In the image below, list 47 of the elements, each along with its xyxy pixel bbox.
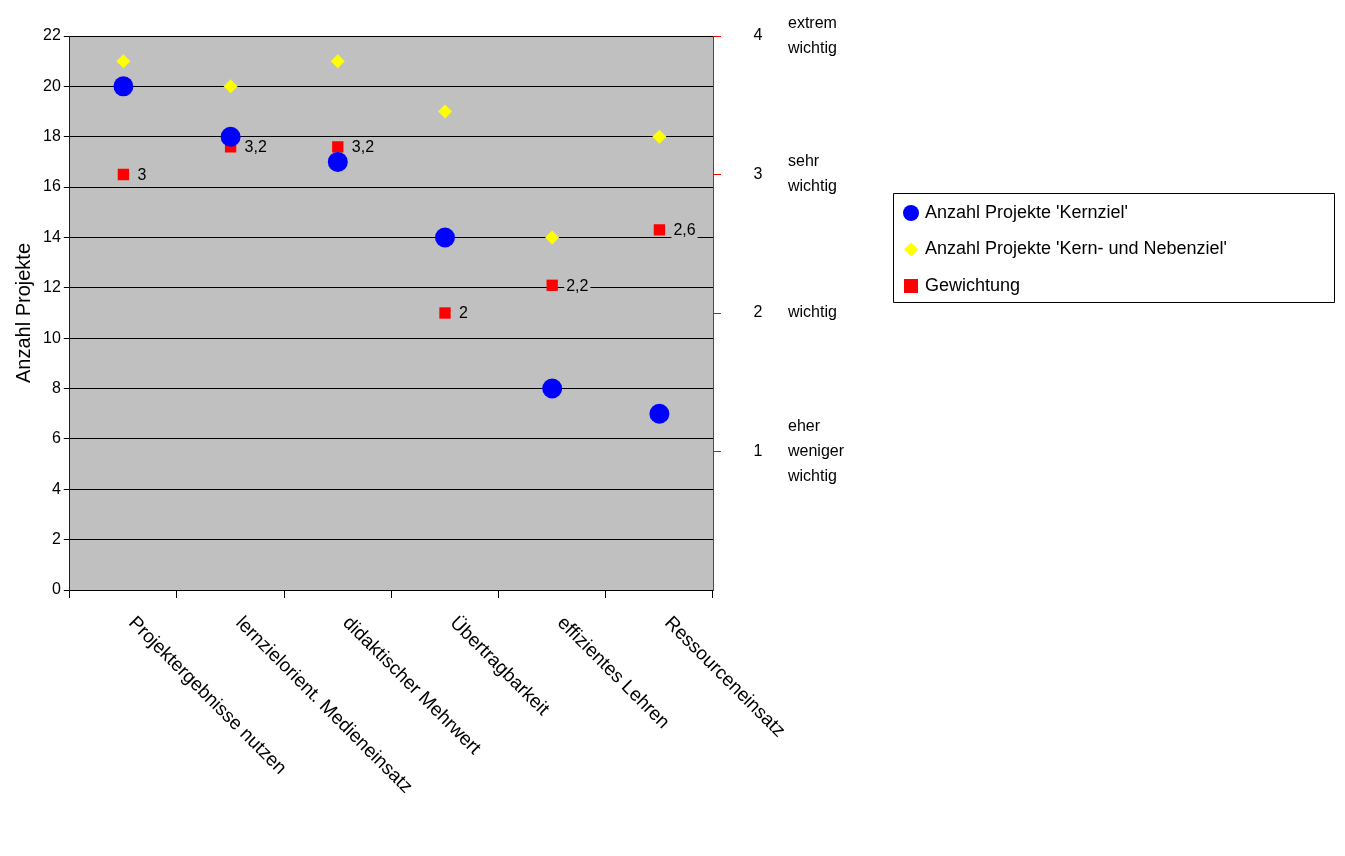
y-tick-label: 12 bbox=[43, 278, 61, 296]
point bbox=[220, 126, 241, 147]
y-tick-label: 0 bbox=[51, 580, 61, 598]
y-tick-label: 2 bbox=[51, 530, 61, 548]
y-tick-label: 18 bbox=[43, 127, 61, 145]
text: sehr wichtig bbox=[787, 152, 837, 195]
y-tick-label: 10 bbox=[43, 328, 61, 346]
point bbox=[545, 230, 560, 245]
y-tick-label: 22 bbox=[43, 26, 61, 44]
point bbox=[117, 168, 130, 181]
point bbox=[332, 141, 344, 153]
point bbox=[438, 104, 452, 119]
data-label: 3,2 bbox=[351, 138, 375, 156]
point bbox=[439, 307, 451, 319]
point bbox=[542, 378, 563, 399]
point bbox=[652, 129, 667, 144]
legend-label: Anzahl Projekte 'Kern- und Nebenziel' bbox=[925, 238, 1228, 259]
y-tick-label: 20 bbox=[43, 76, 61, 94]
point bbox=[223, 79, 238, 94]
data-label: 3 bbox=[137, 165, 147, 183]
data-label: 2 bbox=[459, 304, 468, 322]
point bbox=[649, 403, 670, 424]
data-label: 2,2 bbox=[566, 276, 589, 294]
point bbox=[546, 279, 558, 291]
point bbox=[116, 54, 131, 69]
y2-tick-label: 2 bbox=[753, 303, 763, 321]
y2-tick-label: 3 bbox=[753, 164, 763, 182]
y2-tick-label: 1 bbox=[753, 441, 763, 459]
point bbox=[327, 151, 348, 172]
text: extrem wichtig bbox=[787, 13, 837, 56]
y-tick-label: 6 bbox=[51, 429, 61, 447]
legend-label: Gewichtung bbox=[925, 274, 1021, 295]
point bbox=[653, 224, 666, 236]
text: eher weniger wichtig bbox=[787, 416, 845, 484]
point bbox=[113, 76, 134, 97]
point bbox=[435, 227, 455, 248]
y-tick-label: 8 bbox=[51, 378, 61, 396]
y-tick-label: 14 bbox=[43, 227, 61, 245]
y-axis-title: Anzahl Projekte bbox=[11, 242, 34, 384]
point bbox=[330, 54, 345, 69]
data-label: 2,6 bbox=[673, 221, 696, 239]
y-tick-label: 16 bbox=[43, 177, 61, 195]
text: wichtig bbox=[787, 303, 837, 321]
y2-tick-label: 4 bbox=[753, 26, 763, 44]
legend-label: Anzahl Projekte 'Kernziel' bbox=[925, 201, 1128, 222]
data-label: 3,2 bbox=[244, 138, 267, 156]
y-tick-label: 4 bbox=[51, 479, 61, 497]
